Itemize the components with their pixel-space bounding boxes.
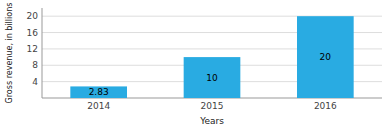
- data-label: 2.83: [89, 87, 109, 97]
- data-label: 20: [320, 52, 332, 62]
- x-tick-label: 2016: [314, 101, 337, 111]
- y-tick-label: 20: [27, 11, 39, 21]
- y-tick-label: 16: [27, 28, 39, 38]
- x-axis-label: Years: [199, 116, 224, 126]
- x-tick-label: 2014: [87, 101, 110, 111]
- y-tick-label: 12: [27, 44, 38, 54]
- data-label: 10: [206, 73, 218, 83]
- y-tick-label: 4: [32, 77, 38, 87]
- x-tick-label: 2015: [201, 101, 224, 111]
- chart: 4 8 12 16 20 2.83 10 20 2014 2015 2016 Years Gross r…: [0, 0, 392, 128]
- bar: [184, 57, 241, 98]
- y-tick-label: 8: [32, 60, 38, 70]
- y-axis-line: [42, 8, 43, 98]
- bar: [297, 16, 354, 98]
- bar: [70, 86, 127, 98]
- y-axis-label: Gross revenue, in billions: [5, 3, 14, 104]
- bars: [70, 16, 353, 98]
- chart-container: 4 8 12 16 20 2.83 10 20 2014 2015 2016 Years Gross r…: [0, 0, 392, 128]
